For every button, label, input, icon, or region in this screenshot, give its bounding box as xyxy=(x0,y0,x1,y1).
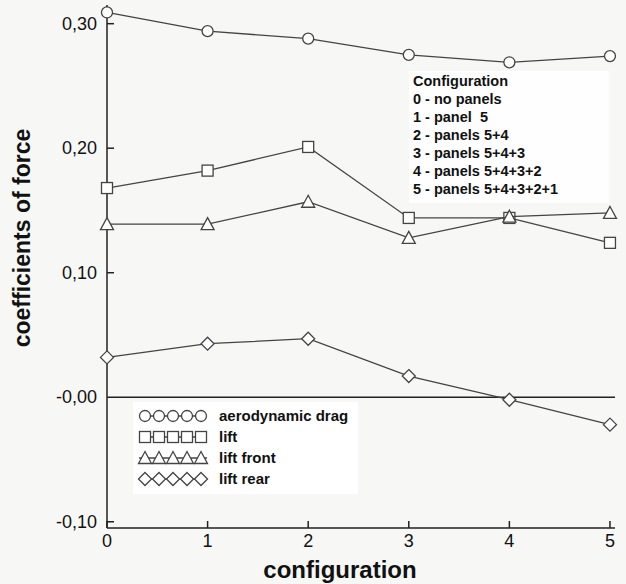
y-tick xyxy=(107,147,114,149)
legend-marker xyxy=(195,452,208,464)
point xyxy=(504,57,515,68)
point xyxy=(302,332,315,345)
series-line xyxy=(107,202,610,238)
point xyxy=(102,183,113,194)
y-axis xyxy=(106,5,108,528)
plot-area xyxy=(101,7,617,431)
legend-marker xyxy=(140,432,151,443)
legend-marker xyxy=(168,411,179,422)
series-line xyxy=(107,12,610,62)
x-axis xyxy=(107,527,615,529)
point xyxy=(503,210,516,222)
x-tick-label: 3 xyxy=(404,531,414,551)
point xyxy=(302,195,315,207)
point xyxy=(303,141,314,152)
point xyxy=(603,418,616,431)
y-axis-label: coefficients of force xyxy=(9,129,35,348)
point xyxy=(402,231,415,243)
x-tick xyxy=(609,521,611,528)
point xyxy=(101,351,114,364)
y-tick xyxy=(107,23,114,25)
legend-label: aerodynamic drag xyxy=(219,407,348,424)
annotation: 3 - panels 5+4+3 xyxy=(413,145,525,161)
legend-marker xyxy=(196,411,207,422)
point xyxy=(101,218,114,230)
annotation: 2 - panels 5+4 xyxy=(413,127,509,143)
point xyxy=(403,212,414,223)
annotation: Configuration xyxy=(413,73,508,89)
point xyxy=(503,393,516,406)
legend-label: lift front xyxy=(219,449,276,466)
annotation: 5 - panels 5+4+3+2+1 xyxy=(413,181,558,197)
legend-marker xyxy=(195,473,208,486)
annotation: 1 - panel 5 xyxy=(413,109,488,125)
legend-marker xyxy=(139,452,152,464)
point xyxy=(201,337,214,350)
legend-marker xyxy=(140,411,151,422)
x-tick-label: 1 xyxy=(203,531,213,551)
point xyxy=(202,26,213,37)
y-tick xyxy=(107,521,114,523)
legend-label: lift xyxy=(219,428,237,445)
point xyxy=(201,218,214,230)
x-tick-label: 2 xyxy=(303,531,313,551)
annotation: 0 - no panels xyxy=(413,91,502,107)
legend-marker xyxy=(167,473,180,486)
x-axis-label: configuration xyxy=(263,556,416,583)
point xyxy=(402,370,415,383)
y-tick-label: 0,20 xyxy=(62,138,97,158)
annotation-bg xyxy=(409,71,609,203)
point xyxy=(403,49,414,60)
legend-label: lift rear xyxy=(219,470,270,487)
chart: -0,10 -0,00 0,10 0,20 0,30 0 1 2 3 4 5 configuratio… xyxy=(0,0,626,584)
x-tick xyxy=(509,521,511,528)
x-tick xyxy=(408,521,410,528)
legend-marker xyxy=(153,452,166,464)
legend-marker xyxy=(154,411,165,422)
point xyxy=(604,51,615,62)
point xyxy=(604,237,615,248)
legend-marker xyxy=(182,432,193,443)
legend-marker xyxy=(196,432,207,443)
point xyxy=(102,7,113,18)
x-tick-label: 0 xyxy=(102,531,112,551)
legend-marker xyxy=(154,432,165,443)
y-tick-label: -0,10 xyxy=(56,512,97,532)
zero-line xyxy=(107,397,615,399)
x-tick-label: 4 xyxy=(504,531,514,551)
legend-marker xyxy=(139,473,152,486)
point xyxy=(303,33,314,44)
y-tick-label: -0,00 xyxy=(56,387,97,407)
annotation: 4 - panels 5+4+3+2 xyxy=(413,163,542,179)
legend-box xyxy=(133,402,358,494)
legend-marker xyxy=(182,411,193,422)
y-tick xyxy=(107,272,114,274)
legend-marker xyxy=(181,473,194,486)
point xyxy=(603,206,616,218)
point xyxy=(202,165,213,176)
x-tick xyxy=(307,521,309,528)
y-tick-label: 0,10 xyxy=(62,263,97,283)
legend-marker xyxy=(181,452,194,464)
legend-marker xyxy=(167,452,180,464)
legend-marker xyxy=(168,432,179,443)
x-tick-label: 5 xyxy=(605,531,615,551)
legend-marker xyxy=(153,473,166,486)
y-tick-label: 0,30 xyxy=(62,14,97,34)
x-tick xyxy=(207,521,209,528)
